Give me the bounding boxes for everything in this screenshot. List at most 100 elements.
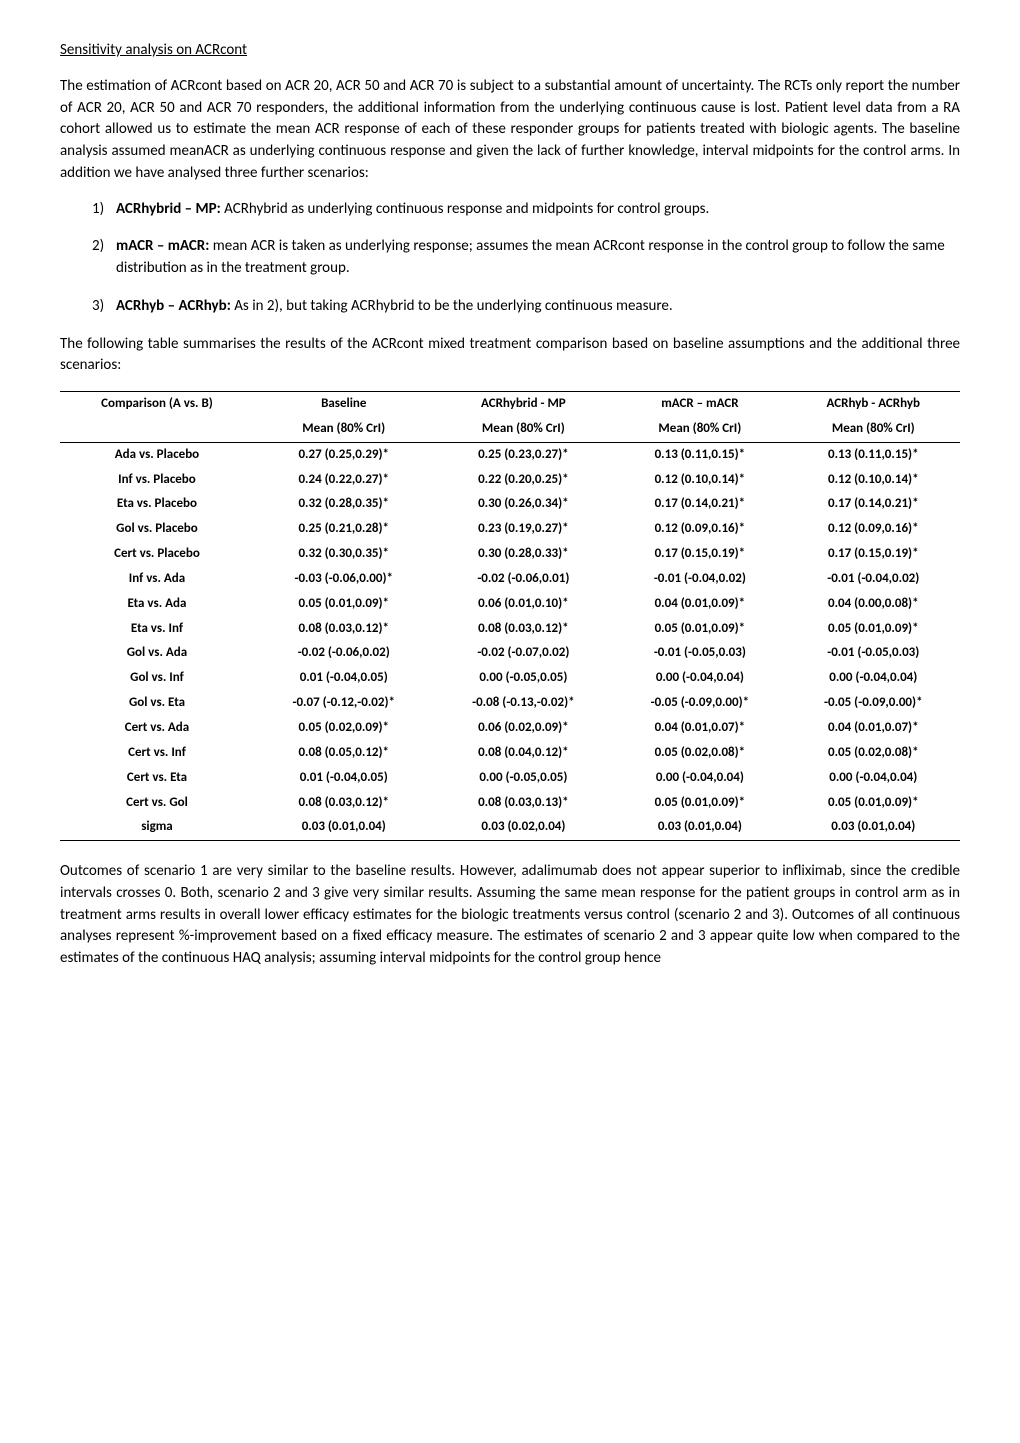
cell-value: 0.08 (0.03,0.13)*	[434, 791, 614, 816]
cell-value: -0.08 (-0.13,-0.02)*	[434, 691, 614, 716]
table-row: Gol vs. Eta-0.07 (-0.12,-0.02)*-0.08 (-0…	[60, 691, 960, 716]
col-header: Comparison (A vs. B)	[60, 392, 254, 417]
cell-value: 0.05 (0.02,0.09)*	[254, 716, 434, 741]
row-label: sigma	[60, 815, 254, 840]
scenario-desc: mean ACR is taken as underlying response…	[116, 237, 945, 277]
table-row: Gol vs. Placebo0.25 (0.21,0.28)*0.23 (0.…	[60, 517, 960, 542]
paragraph-outcomes: Outcomes of scenario 1 are very similar …	[60, 861, 960, 970]
cell-value: 0.08 (0.03,0.12)*	[434, 617, 614, 642]
cell-value: -0.01 (-0.04,0.02)	[613, 567, 786, 592]
cell-value: 0.17 (0.14,0.21)*	[787, 492, 960, 517]
cell-value: 0.06 (0.01,0.10)*	[434, 592, 614, 617]
scenario-desc: ACRhybrid as underlying continuous respo…	[221, 200, 710, 218]
scenario-item: 1)ACRhybrid – MP: ACRhybrid as underlyin…	[92, 199, 960, 221]
table-row: Cert vs. Gol0.08 (0.03,0.12)*0.08 (0.03,…	[60, 791, 960, 816]
row-label: Gol vs. Eta	[60, 691, 254, 716]
scenario-name: mACR – mACR:	[116, 237, 209, 255]
row-label: Cert vs. Gol	[60, 791, 254, 816]
row-label: Eta vs. Ada	[60, 592, 254, 617]
cell-value: 0.00 (-0.05,0.05)	[434, 766, 614, 791]
cell-value: -0.03 (-0.06,0.00)*	[254, 567, 434, 592]
scenario-num: 1)	[92, 199, 116, 221]
cell-value: 0.05 (0.01,0.09)*	[254, 592, 434, 617]
row-label: Cert vs. Inf	[60, 741, 254, 766]
table-row: Eta vs. Ada0.05 (0.01,0.09)*0.06 (0.01,0…	[60, 592, 960, 617]
cell-value: 0.17 (0.14,0.21)*	[613, 492, 786, 517]
cell-value: 0.17 (0.15,0.19)*	[787, 542, 960, 567]
cell-value: 0.12 (0.09,0.16)*	[613, 517, 786, 542]
col-header: ACRhybrid - MP	[434, 392, 614, 417]
cell-value: 0.08 (0.03,0.12)*	[254, 791, 434, 816]
table-row: Cert vs. Eta0.01 (-0.04,0.05)0.00 (-0.05…	[60, 766, 960, 791]
scenario-desc: As in 2), but taking ACRhybrid to be the…	[231, 297, 673, 315]
cell-value: 0.04 (0.01,0.07)*	[787, 716, 960, 741]
cell-value: 0.05 (0.01,0.09)*	[787, 617, 960, 642]
cell-value: 0.00 (-0.04,0.04)	[613, 666, 786, 691]
table-row: Cert vs. Inf0.08 (0.05,0.12)*0.08 (0.04,…	[60, 741, 960, 766]
row-label: Inf vs. Ada	[60, 567, 254, 592]
cell-value: 0.04 (0.01,0.07)*	[613, 716, 786, 741]
cell-value: 0.08 (0.04,0.12)*	[434, 741, 614, 766]
table-row: Cert vs. Ada0.05 (0.02,0.09)*0.06 (0.02,…	[60, 716, 960, 741]
table-row: Inf vs. Placebo0.24 (0.22,0.27)*0.22 (0.…	[60, 468, 960, 493]
cell-value: 0.03 (0.01,0.04)	[613, 815, 786, 840]
cell-value: 0.22 (0.20,0.25)*	[434, 468, 614, 493]
cell-value: 0.00 (-0.04,0.04)	[787, 766, 960, 791]
results-table: Comparison (A vs. B) Baseline ACRhybrid …	[60, 391, 960, 841]
cell-value: 0.00 (-0.04,0.04)	[787, 666, 960, 691]
row-label: Cert vs. Placebo	[60, 542, 254, 567]
cell-value: 0.25 (0.23,0.27)*	[434, 442, 614, 467]
cell-value: 0.05 (0.02,0.08)*	[613, 741, 786, 766]
cell-value: -0.02 (-0.06,0.01)	[434, 567, 614, 592]
col-subheader: Mean (80% CrI)	[613, 417, 786, 442]
row-label: Cert vs. Eta	[60, 766, 254, 791]
cell-value: 0.13 (0.11,0.15)*	[613, 442, 786, 467]
row-label: Gol vs. Inf	[60, 666, 254, 691]
cell-value: 0.12 (0.10,0.14)*	[613, 468, 786, 493]
scenario-num: 3)	[92, 296, 116, 318]
cell-value: 0.30 (0.28,0.33)*	[434, 542, 614, 567]
col-header: mACR – mACR	[613, 392, 786, 417]
table-row: Gol vs. Ada-0.02 (-0.06,0.02)-0.02 (-0.0…	[60, 641, 960, 666]
row-label: Eta vs. Placebo	[60, 492, 254, 517]
cell-value: 0.01 (-0.04,0.05)	[254, 766, 434, 791]
col-subheader	[60, 417, 254, 442]
cell-value: -0.07 (-0.12,-0.02)*	[254, 691, 434, 716]
row-label: Cert vs. Ada	[60, 716, 254, 741]
cell-value: 0.01 (-0.04,0.05)	[254, 666, 434, 691]
scenario-item: 3)ACRhyb – ACRhyb: As in 2), but taking …	[92, 296, 960, 318]
scenario-list: 1)ACRhybrid – MP: ACRhybrid as underlyin…	[60, 199, 960, 318]
cell-value: 0.04 (0.00,0.08)*	[787, 592, 960, 617]
cell-value: 0.13 (0.11,0.15)*	[787, 442, 960, 467]
cell-value: 0.00 (-0.05,0.05)	[434, 666, 614, 691]
cell-value: 0.00 (-0.04,0.04)	[613, 766, 786, 791]
cell-value: 0.25 (0.21,0.28)*	[254, 517, 434, 542]
cell-value: -0.01 (-0.04,0.02)	[787, 567, 960, 592]
table-row: sigma0.03 (0.01,0.04)0.03 (0.02,0.04)0.0…	[60, 815, 960, 840]
table-row: Eta vs. Placebo0.32 (0.28,0.35)*0.30 (0.…	[60, 492, 960, 517]
cell-value: 0.12 (0.09,0.16)*	[787, 517, 960, 542]
row-label: Ada vs. Placebo	[60, 442, 254, 467]
table-row: Eta vs. Inf0.08 (0.03,0.12)*0.08 (0.03,0…	[60, 617, 960, 642]
col-header: Baseline	[254, 392, 434, 417]
cell-value: 0.05 (0.01,0.09)*	[613, 791, 786, 816]
row-label: Gol vs. Ada	[60, 641, 254, 666]
row-label: Gol vs. Placebo	[60, 517, 254, 542]
cell-value: 0.23 (0.19,0.27)*	[434, 517, 614, 542]
cell-value: -0.02 (-0.06,0.02)	[254, 641, 434, 666]
table-row: Cert vs. Placebo0.32 (0.30,0.35)*0.30 (0…	[60, 542, 960, 567]
table-row: Ada vs. Placebo0.27 (0.25,0.29)*0.25 (0.…	[60, 442, 960, 467]
cell-value: 0.27 (0.25,0.29)*	[254, 442, 434, 467]
cell-value: 0.03 (0.02,0.04)	[434, 815, 614, 840]
col-subheader: Mean (80% CrI)	[434, 417, 614, 442]
cell-value: 0.08 (0.03,0.12)*	[254, 617, 434, 642]
cell-value: -0.01 (-0.05,0.03)	[787, 641, 960, 666]
col-subheader: Mean (80% CrI)	[254, 417, 434, 442]
cell-value: 0.04 (0.01,0.09)*	[613, 592, 786, 617]
cell-value: 0.08 (0.05,0.12)*	[254, 741, 434, 766]
cell-value: 0.03 (0.01,0.04)	[787, 815, 960, 840]
scenario-name: ACRhyb – ACRhyb:	[116, 297, 231, 315]
cell-value: 0.17 (0.15,0.19)*	[613, 542, 786, 567]
cell-value: -0.05 (-0.09,0.00)*	[787, 691, 960, 716]
section-title: Sensitivity analysis on ACRcont	[60, 40, 960, 62]
